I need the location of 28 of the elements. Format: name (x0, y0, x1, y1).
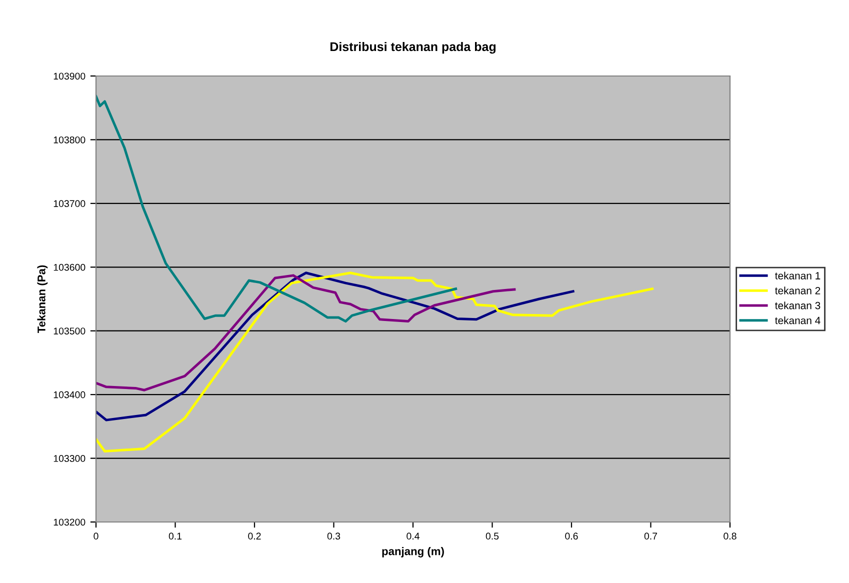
y-tick-label: 103500 (54, 328, 86, 334)
y-tick-label: 103700 (54, 200, 86, 208)
x-tick-label: 0 (94, 532, 98, 540)
y-tick-label: 103300 (54, 455, 86, 462)
line-series (96, 272, 574, 422)
legend-label: tekanan 2 (775, 286, 820, 294)
line-series (96, 272, 654, 453)
y-tick-label: 103600 (54, 264, 86, 271)
x-axis-title: panjang (m) (382, 547, 444, 558)
x-tick-label: 0.1 (168, 532, 182, 540)
y-tick-label: 103400 (54, 391, 86, 398)
y-axis-title: Tekanan (Pa) (37, 265, 48, 334)
line-series (96, 95, 458, 323)
x-tick-label: 0.4 (406, 532, 420, 540)
x-tick-label: 0.2 (248, 532, 261, 540)
y-tick-label: 103900 (54, 72, 86, 80)
x-tick-label: 0.7 (644, 532, 658, 540)
x-tick-label: 0.5 (486, 532, 499, 540)
x-tick-label: 0.6 (565, 532, 578, 540)
line-series (96, 274, 516, 392)
legend-label: tekanan 4 (775, 316, 820, 324)
x-tick-label: 0.8 (724, 532, 736, 540)
legend-label: tekanan 3 (775, 302, 820, 310)
y-tick-label: 103800 (54, 136, 86, 144)
y-tick-label: 103200 (54, 518, 86, 526)
x-tick-label: 0.3 (327, 532, 340, 540)
legend-label: tekanan 1 (775, 272, 820, 280)
chart-title: Distribusi tekanan pada bag (330, 42, 496, 54)
